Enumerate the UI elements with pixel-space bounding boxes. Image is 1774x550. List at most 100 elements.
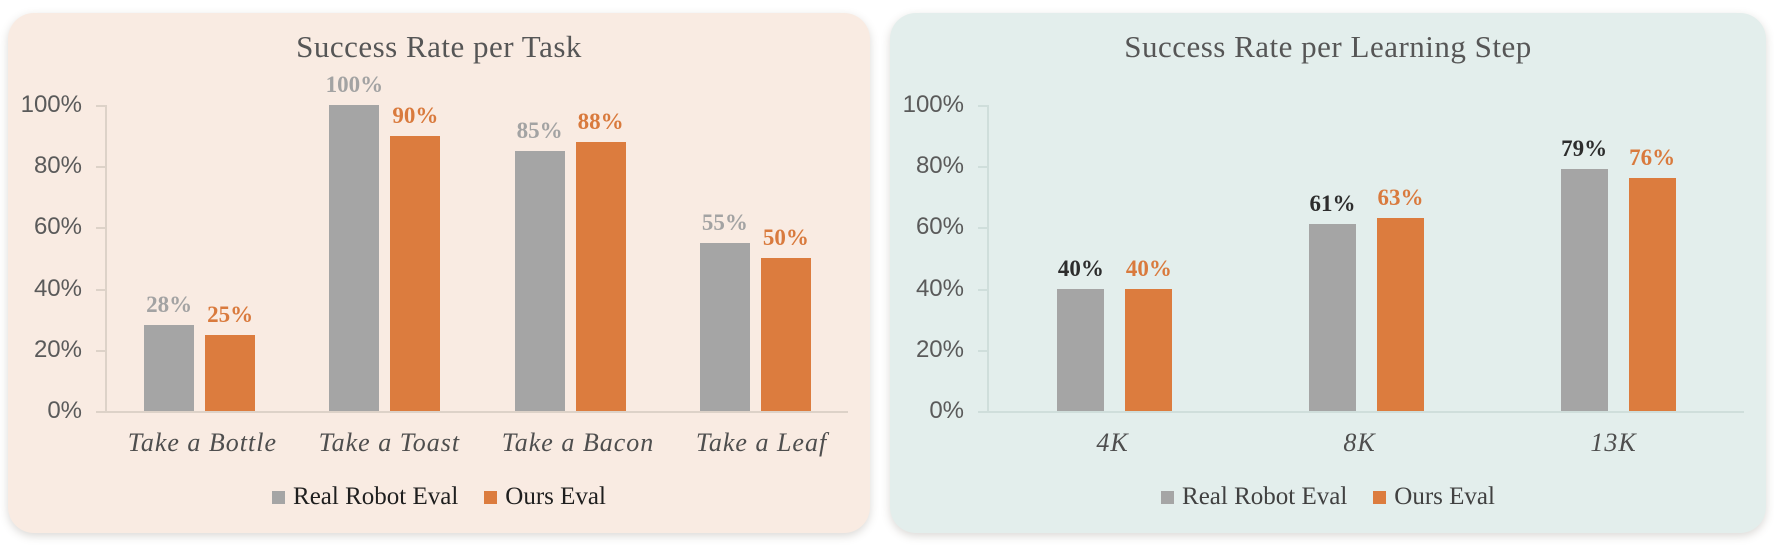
y-axis: 0% 20% 40% 60% 80% 100% <box>8 91 92 424</box>
bar: 88% <box>575 109 626 411</box>
legend-item: Real Robot Eval <box>1161 483 1347 511</box>
bar: 100% <box>326 72 383 411</box>
bar-pair: 28% 25% <box>144 105 256 411</box>
y-axis-tick-label: 20% <box>915 335 964 363</box>
y-axis-tick <box>96 227 105 230</box>
chart-panel-success-rate-per-task: Success Rate per Task 0% 20% 40% 60% 80% 100%… <box>8 13 870 533</box>
x-axis-line <box>105 411 848 413</box>
bar-group: 85% 88% <box>514 105 626 411</box>
bar-value-label: 28% <box>146 292 193 318</box>
bar-pair: 40% 40% <box>1057 105 1173 411</box>
legend-label: Ours Eval <box>505 483 606 510</box>
bar-group: 40% 40% <box>1057 105 1173 411</box>
legend-item: Real Robot Eval <box>272 483 458 511</box>
y-axis-tick <box>978 166 987 169</box>
legend-swatch <box>1161 490 1175 504</box>
y-axis-tick <box>96 349 105 352</box>
legend-swatch <box>1373 490 1387 504</box>
legend-label: Real Robot Eval <box>1182 483 1348 510</box>
bar: 50% <box>760 225 811 411</box>
bar: 61% <box>1308 191 1356 411</box>
y-axis-tick-label: 100% <box>20 91 82 118</box>
y-axis-tick-label: 0% <box>929 397 964 424</box>
legend-label: Ours Eval <box>1394 483 1495 510</box>
bar: 40% <box>1125 256 1173 411</box>
bar-value-label: 40% <box>1125 255 1172 281</box>
bar-pair: 100% 90% <box>326 72 441 411</box>
legend-item: Ours Eval <box>1373 483 1495 511</box>
category-label: Take a Bottle <box>127 428 278 457</box>
chart-title: Success Rate per Learning Step <box>1124 29 1532 64</box>
y-axis-tick <box>96 105 105 107</box>
bar-group: 28% 25% <box>144 105 256 411</box>
bar: 40% <box>1057 256 1105 411</box>
y-axis-tick <box>978 411 987 413</box>
bar-pair: 85% 88% <box>514 105 626 411</box>
y-axis-line <box>105 105 107 411</box>
bar-value-label: 100% <box>325 72 384 97</box>
plot-area: 28% 25% 100% 90% 85% 88% 55% 50% Take a Bottle Ta… <box>96 72 848 515</box>
category-label: 8K <box>1343 428 1376 457</box>
legend: Real Robot Eval Ours Eval <box>8 483 870 511</box>
x-axis-labels: 4K 8K 13K <box>989 411 1744 458</box>
bar-group: 100% 90% <box>326 72 441 411</box>
y-axis-tick-label: 80% <box>915 152 964 180</box>
x-axis-labels: Take a Bottle Take a Toast Take a Bacon Tak… <box>107 411 848 458</box>
bar-value-label: 85% <box>516 117 563 143</box>
bar-value-label: 55% <box>701 209 748 235</box>
y-axis-tick <box>978 227 987 230</box>
bar-group: 79% 76% <box>1560 105 1676 411</box>
chart-panel-success-rate-per-learning-step: Success Rate per Learning Step 0% 20% 40% 6… <box>890 13 1766 533</box>
y-axis-tick-label: 40% <box>33 274 82 302</box>
bar-value-label: 61% <box>1309 191 1356 217</box>
y-axis-tick <box>978 349 987 352</box>
y-axis-tick <box>978 288 987 291</box>
bar: 28% <box>144 292 195 411</box>
y-axis-tick <box>978 105 987 107</box>
bar-group: 61% 63% <box>1308 105 1424 411</box>
x-axis-line <box>987 411 1744 413</box>
y-axis-tick-label: 100% <box>902 91 964 118</box>
bar: 63% <box>1376 185 1424 411</box>
bar-group: 55% 50% <box>699 105 811 411</box>
y-axis: 0% 20% 40% 60% 80% 100% <box>890 91 974 424</box>
category-label: Take a Bacon <box>501 428 655 457</box>
legend-swatch <box>272 490 286 504</box>
bar-value-label: 88% <box>577 108 624 134</box>
bar-value-label: 76% <box>1629 145 1676 171</box>
y-axis-tick-label: 20% <box>33 335 82 363</box>
y-axis-tick-label: 80% <box>33 152 82 180</box>
chart-title: Success Rate per Task <box>296 29 582 64</box>
bar-value-label: 90% <box>392 102 439 128</box>
y-axis-tick <box>96 411 105 413</box>
bar-value-label: 40% <box>1057 255 1104 281</box>
y-axis-tick-label: 60% <box>33 213 82 241</box>
bar: 55% <box>699 210 750 411</box>
category-label: Take a Leaf <box>695 428 828 457</box>
bar: 90% <box>390 103 441 411</box>
bar-pair: 79% 76% <box>1560 105 1676 411</box>
bar: 76% <box>1628 145 1676 411</box>
category-label: 4K <box>1096 428 1129 457</box>
legend: Real Robot Eval Ours Eval <box>890 483 1766 511</box>
bar: 79% <box>1560 136 1608 411</box>
bar-pair: 55% 50% <box>699 105 811 411</box>
bar: 85% <box>514 118 565 411</box>
category-label: Take a Toast <box>318 428 461 457</box>
y-axis-tick <box>96 288 105 291</box>
bar-value-label: 25% <box>207 301 254 327</box>
bar-groups: 40% 40% 61% 63% 79% 76% <box>989 105 1744 411</box>
y-axis-tick <box>96 166 105 169</box>
legend-item: Ours Eval <box>484 483 606 511</box>
y-axis-tick-label: 60% <box>915 213 964 241</box>
bar-value-label: 79% <box>1561 136 1608 162</box>
bar-groups: 28% 25% 100% 90% 85% 88% 55% 50% <box>107 72 848 411</box>
bar: 25% <box>205 302 256 411</box>
y-axis-line <box>987 105 989 411</box>
y-axis-tick-label: 0% <box>47 397 82 424</box>
plot-area: 40% 40% 61% 63% 79% 76% 4K 8K 13K <box>978 105 1744 515</box>
bar-pair: 61% 63% <box>1308 105 1424 411</box>
y-axis-tick-label: 40% <box>915 274 964 302</box>
bar-value-label: 63% <box>1377 185 1424 211</box>
